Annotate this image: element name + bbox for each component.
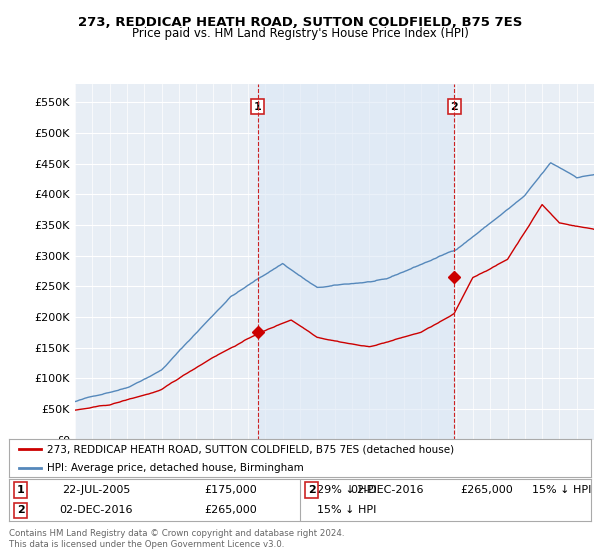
Text: 15% ↓ HPI: 15% ↓ HPI (317, 505, 376, 515)
Text: 02-DEC-2016: 02-DEC-2016 (350, 485, 424, 495)
Text: 29% ↓ HPI: 29% ↓ HPI (317, 485, 376, 495)
Text: 1: 1 (254, 102, 262, 111)
Text: 22-JUL-2005: 22-JUL-2005 (62, 485, 130, 495)
Text: 1: 1 (17, 485, 25, 495)
Text: 15% ↓ HPI: 15% ↓ HPI (532, 485, 592, 495)
Text: 273, REDDICAP HEATH ROAD, SUTTON COLDFIELD, B75 7ES: 273, REDDICAP HEATH ROAD, SUTTON COLDFIE… (78, 16, 522, 29)
Bar (257, 84, 454, 440)
Text: HPI: Average price, detached house, Birmingham: HPI: Average price, detached house, Birm… (47, 463, 304, 473)
Text: £265,000: £265,000 (204, 505, 257, 515)
Text: £175,000: £175,000 (204, 485, 257, 495)
Text: Price paid vs. HM Land Registry's House Price Index (HPI): Price paid vs. HM Land Registry's House … (131, 27, 469, 40)
Text: 273, REDDICAP HEATH ROAD, SUTTON COLDFIELD, B75 7ES (detached house): 273, REDDICAP HEATH ROAD, SUTTON COLDFIE… (47, 444, 454, 454)
Text: £265,000: £265,000 (460, 485, 512, 495)
Text: 2: 2 (308, 485, 316, 495)
Text: 02-DEC-2016: 02-DEC-2016 (59, 505, 133, 515)
Text: 2: 2 (17, 505, 25, 515)
Text: 2: 2 (451, 102, 458, 111)
Text: Contains HM Land Registry data © Crown copyright and database right 2024.
This d: Contains HM Land Registry data © Crown c… (9, 529, 344, 549)
